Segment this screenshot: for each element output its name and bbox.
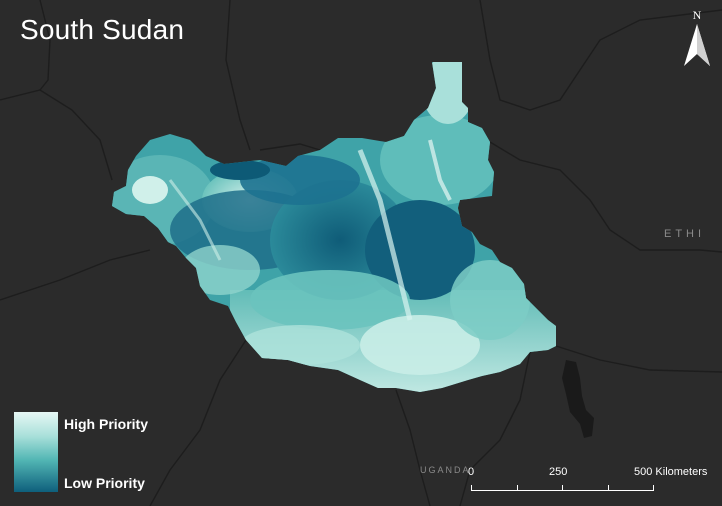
lake-shape [562,360,594,438]
scale-tick [562,485,563,491]
north-arrow-icon [684,24,710,66]
country-label-ethiopia: ETHI [664,228,706,240]
map-title: South Sudan [20,14,185,45]
north-letter: N [692,8,702,22]
legend-high-label: High Priority [64,416,149,432]
legend-low-label: Low Priority [64,475,145,491]
north-arrow: N [680,8,714,70]
scale-tick [608,485,609,491]
scale-tick [471,485,472,491]
scale-tick [517,485,518,491]
scale-bar: 0 250 500 Kilometers [468,466,718,496]
scale-label-250: 250 [549,466,568,478]
scale-label-0: 0 [468,466,475,478]
scale-tick [653,485,654,491]
south-sudan-priority-raster[interactable] [100,50,570,400]
legend-color-ramp [14,412,58,492]
scale-label-500: 500 Kilometers [634,466,708,478]
country-label-uganda: UGANDA [420,465,471,475]
